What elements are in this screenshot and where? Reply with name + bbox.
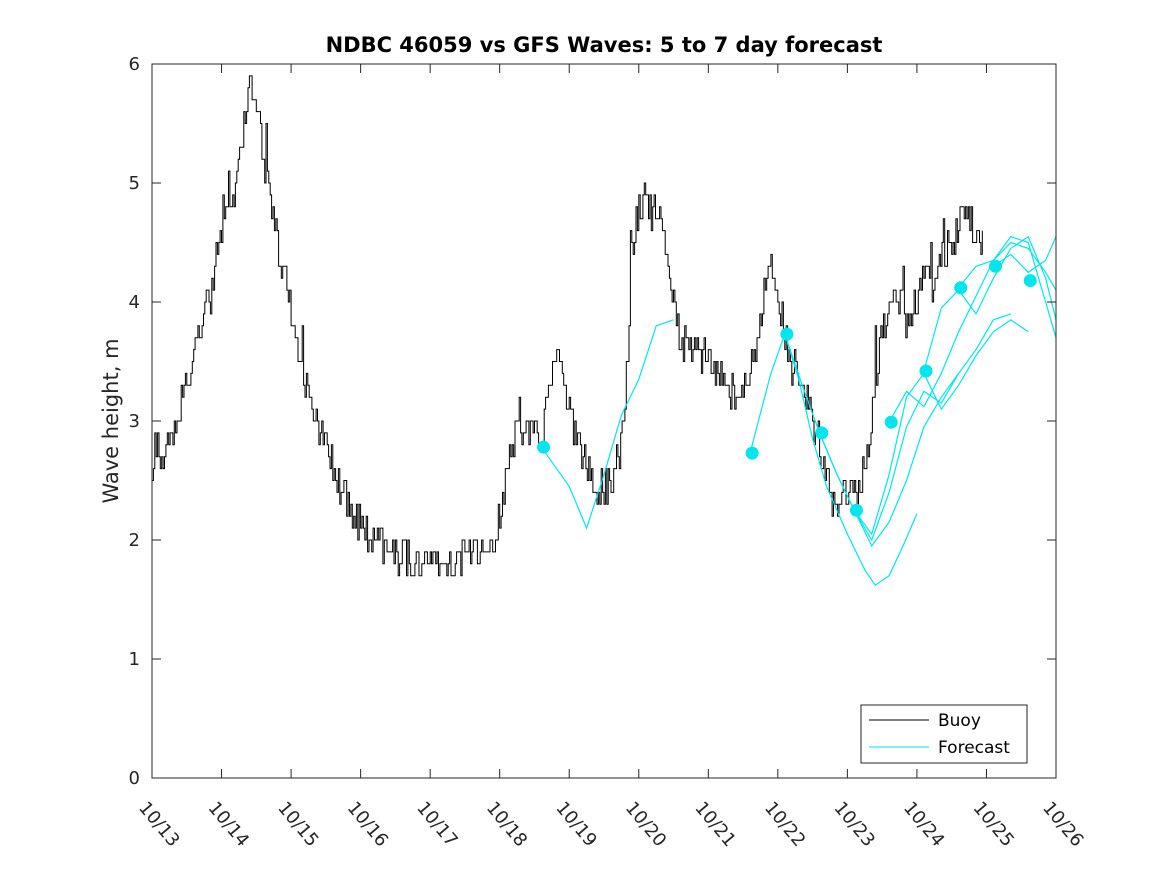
forecast-line: [749, 332, 918, 587]
forecast-marker: [1023, 274, 1037, 288]
forecast-marker: [919, 364, 933, 378]
forecast-line: [784, 333, 960, 548]
legend-forecast-label: Forecast: [938, 738, 1010, 758]
y-axis-label: Wave height, m: [99, 338, 123, 503]
y-tick-label: 0: [129, 768, 140, 789]
forecast-line: [958, 235, 1056, 338]
y-axis: 0 1 2 3 4 5 6: [129, 54, 1056, 789]
forecast-marker: [537, 440, 551, 454]
forecast-marker: [745, 446, 759, 460]
forecast-marker: [849, 503, 863, 517]
forecast-marker: [989, 259, 1003, 273]
plot-area: [152, 64, 1056, 778]
buoy-series: [152, 75, 983, 577]
y-tick-label: 4: [129, 292, 140, 313]
forecast-marker: [815, 426, 829, 440]
legend-box: [860, 704, 1028, 764]
forecast-markers: [537, 259, 1037, 517]
y-tick-label: 1: [129, 649, 140, 670]
forecast-series-group: [540, 235, 1056, 587]
forecast-marker: [954, 281, 968, 295]
y-tick-label: 5: [129, 173, 140, 194]
buoy-line: [152, 75, 983, 577]
legend: Buoy Forecast: [860, 704, 1028, 764]
y-tick-label: 2: [129, 530, 140, 551]
forecast-line: [540, 319, 674, 530]
forecast-marker: [884, 415, 898, 429]
legend-buoy-label: Buoy: [938, 711, 981, 731]
forecast-marker: [780, 327, 794, 341]
forecast-line: [819, 313, 1011, 542]
forecast-line: [888, 241, 1056, 423]
forecast-line: [853, 319, 1029, 536]
forecast-line: [993, 236, 1056, 274]
y-tick-label: 6: [129, 54, 140, 75]
chart-title: NDBC 46059 vs GFS Waves: 5 to 7 day fore…: [326, 33, 883, 57]
y-tick-label: 3: [129, 411, 140, 432]
